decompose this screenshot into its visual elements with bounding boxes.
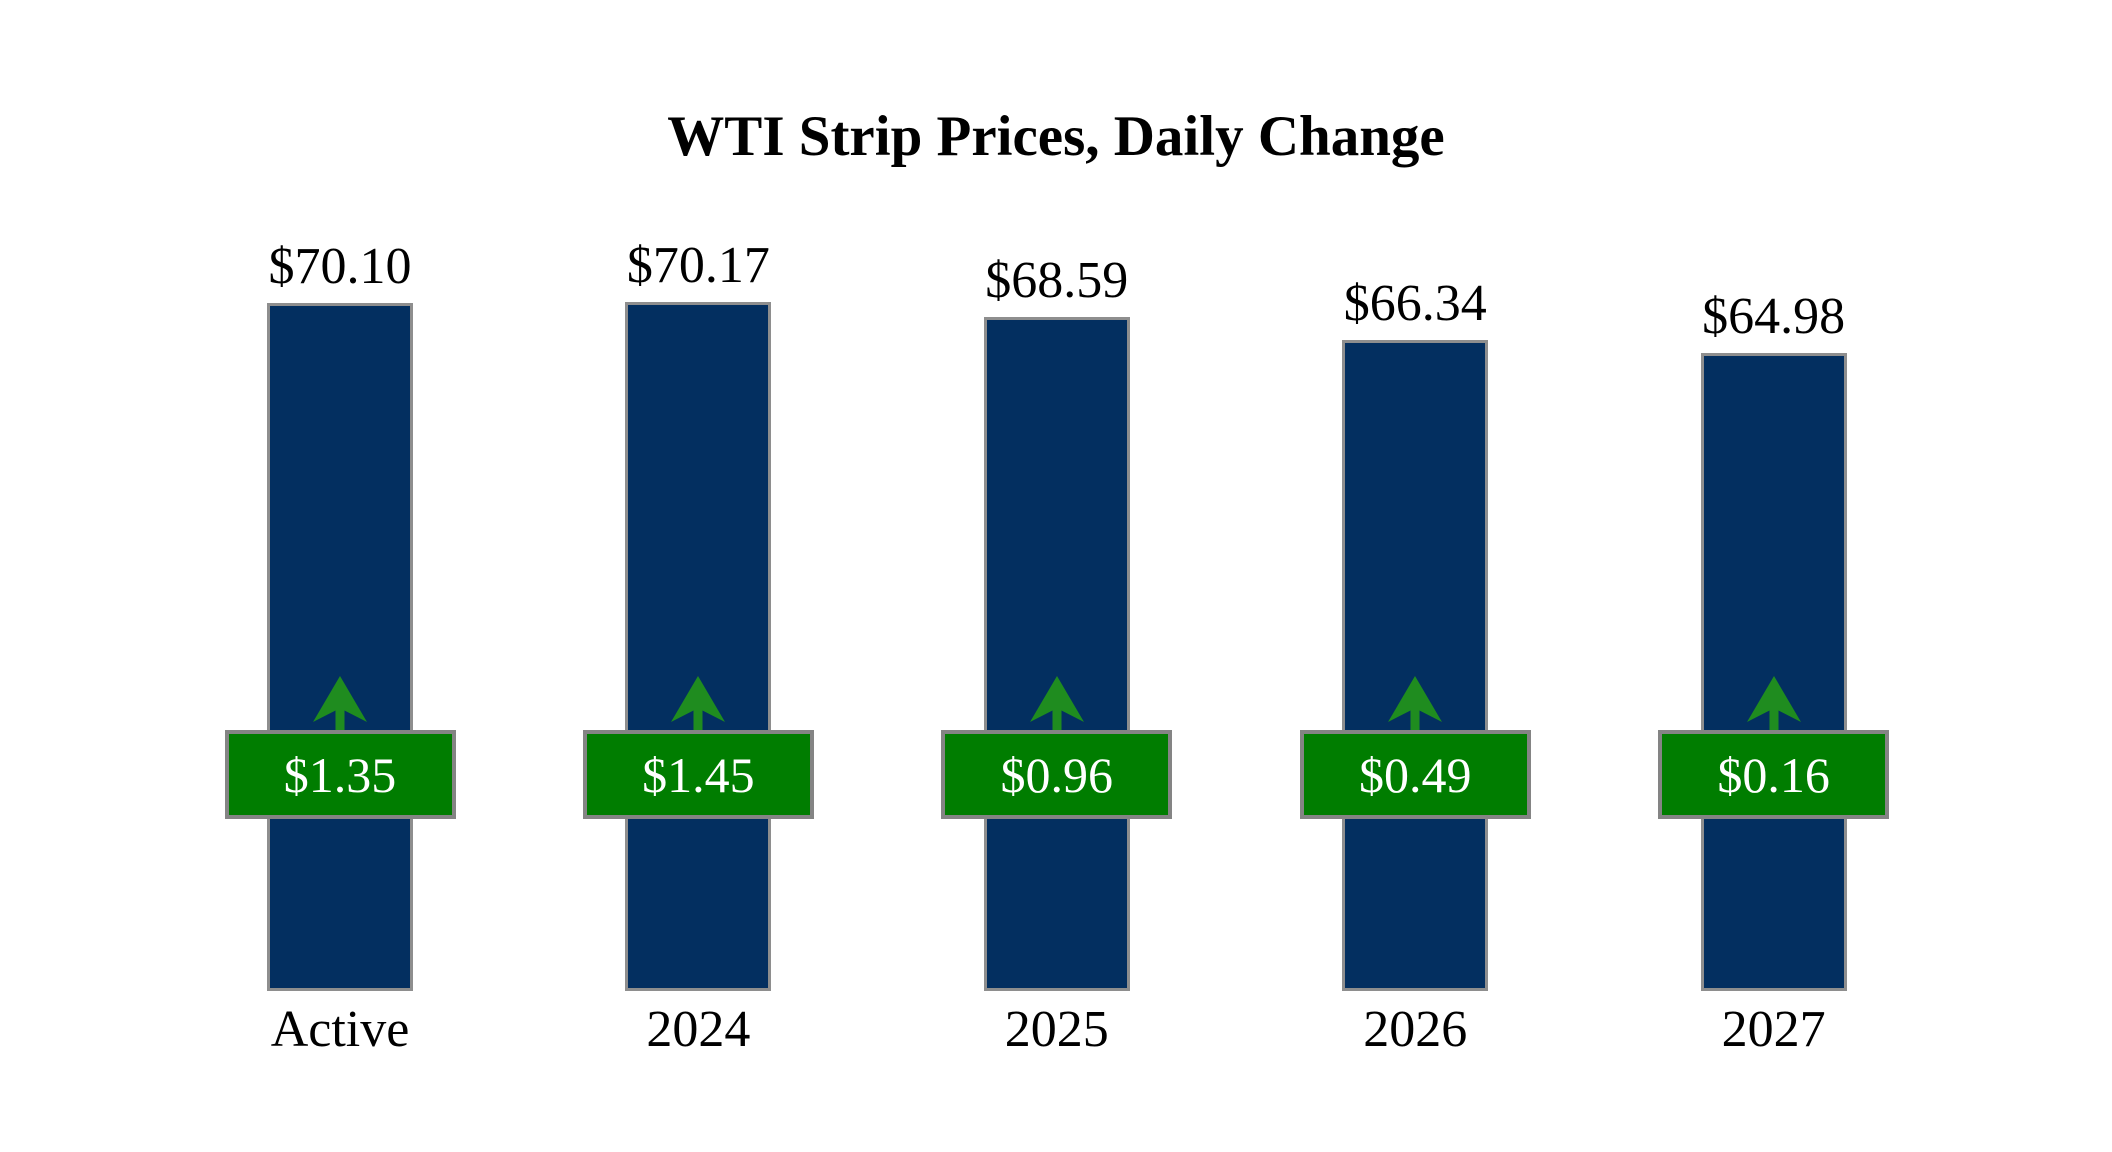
price-label: $70.17 [626, 237, 770, 294]
daily-change-value: $0.49 [1358, 746, 1472, 803]
price-bar [1342, 340, 1489, 991]
category-label: Active [270, 1001, 410, 1058]
daily-change-badge: $1.45 [582, 730, 814, 819]
chart-title: WTI Strip Prices, Daily Change [667, 105, 1445, 168]
price-label: $68.59 [985, 252, 1129, 309]
category-label: 2027 [1721, 1001, 1826, 1058]
price-label: $70.10 [268, 238, 412, 295]
up-arrow-icon [671, 676, 726, 734]
daily-change-value: $1.45 [642, 746, 755, 803]
daily-change-badge: $0.16 [1658, 730, 1890, 819]
category-label: 2026 [1363, 1001, 1468, 1058]
price-bar [625, 302, 772, 991]
category-label: 2025 [1004, 1001, 1109, 1058]
price-label: $66.34 [1343, 275, 1487, 332]
daily-change-badge: $0.49 [1299, 730, 1531, 819]
up-arrow-icon [1746, 676, 1801, 734]
up-arrow-icon [1029, 676, 1084, 734]
up-arrow-icon [1388, 676, 1443, 734]
price-label: $64.98 [1702, 288, 1846, 345]
price-bar [983, 317, 1130, 991]
up-arrow-icon [313, 676, 367, 734]
daily-change-value: $0.16 [1717, 746, 1830, 803]
daily-change-badge: $0.96 [941, 730, 1173, 819]
category-label: 2024 [646, 1001, 751, 1058]
daily-change-value: $0.96 [1000, 746, 1114, 803]
price-bar [1700, 353, 1847, 991]
price-bar [267, 303, 413, 991]
daily-change-badge: $1.35 [224, 730, 456, 819]
daily-change-value: $1.35 [283, 746, 397, 803]
